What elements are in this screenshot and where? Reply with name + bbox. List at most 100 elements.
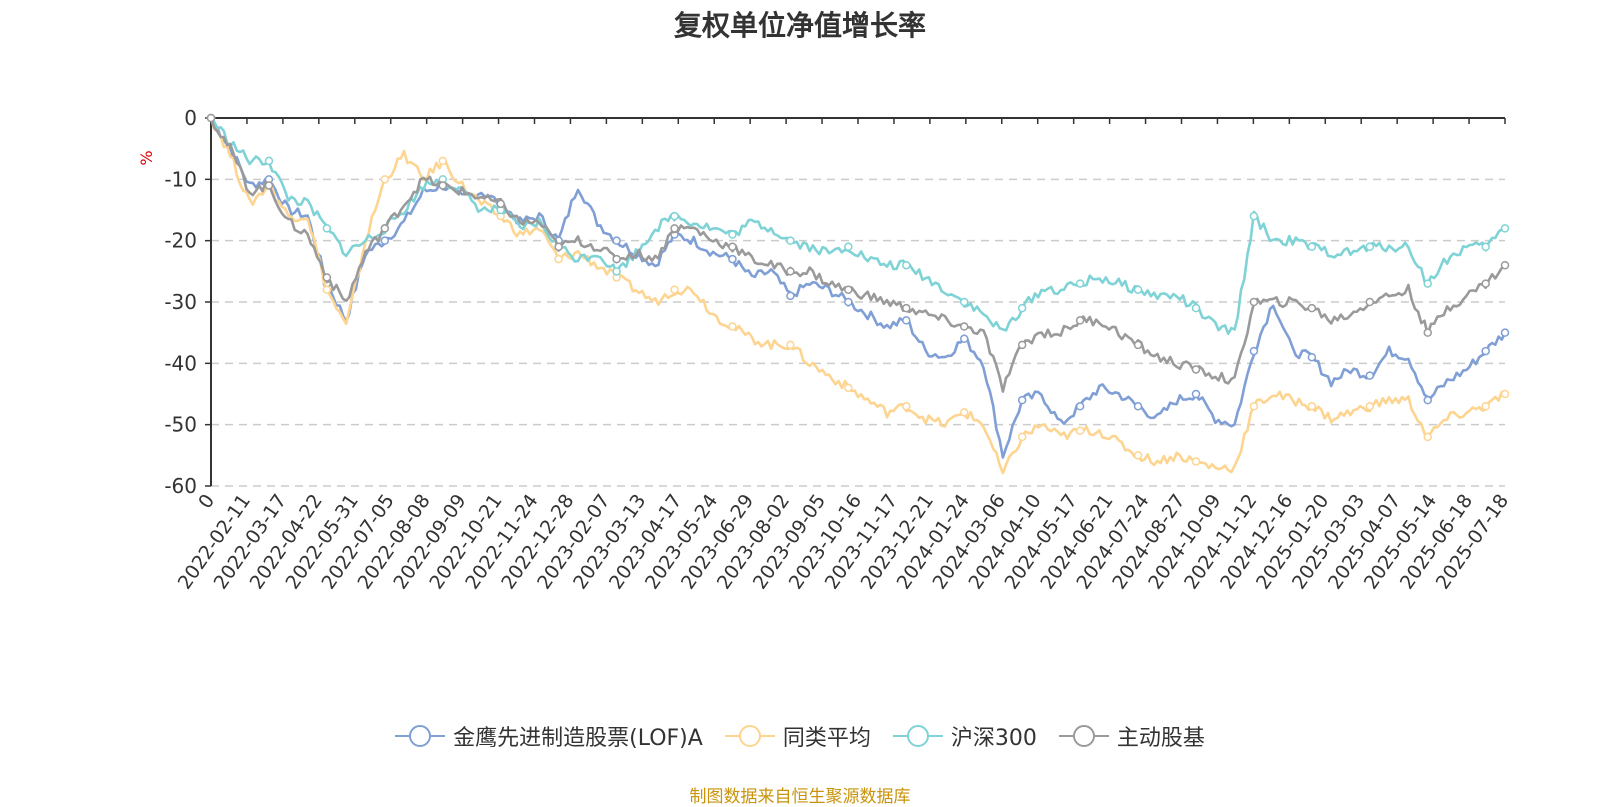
series-point	[1500, 389, 1510, 399]
series-point	[1191, 303, 1201, 313]
series-point	[322, 285, 332, 294]
chart-title: 复权单位净值增长率	[673, 9, 926, 42]
series-point	[322, 224, 332, 233]
y-tick-label: -30	[164, 290, 197, 314]
series-point	[1500, 328, 1510, 337]
legend: 金鹰先进制造股票(LOF)A 同类平均 沪深300 主动股基	[0, 720, 1600, 752]
legend-item[interactable]: 同类平均	[724, 720, 871, 752]
series-point	[1017, 432, 1027, 442]
series-point	[380, 175, 390, 184]
series-point	[1307, 352, 1317, 362]
legend-line-circle-icon	[395, 725, 446, 747]
series-point	[670, 211, 679, 221]
series-point	[1191, 457, 1201, 466]
legend-label: 沪深300	[950, 726, 1037, 751]
series-point	[728, 254, 737, 264]
series-point	[1423, 328, 1432, 337]
series-point	[1075, 316, 1085, 325]
series-point	[1423, 432, 1432, 442]
series-point	[1249, 297, 1259, 307]
axes	[205, 117, 1506, 487]
series-point	[1365, 371, 1375, 380]
series-point	[1500, 260, 1510, 270]
series-point	[1481, 242, 1490, 252]
legend-item[interactable]: 沪深300	[892, 720, 1037, 752]
legend-line-circle-icon	[724, 725, 775, 747]
legend-label: 主动股基	[1116, 726, 1205, 751]
series-point	[1500, 224, 1510, 233]
series-point	[612, 267, 621, 276]
series-point	[844, 242, 853, 252]
line-chart: 0-10-20-30-40-50-60%02022-02-112022-03-1…	[137, 106, 1513, 593]
series-point	[728, 322, 737, 331]
series-point	[264, 181, 274, 190]
series-point	[554, 254, 563, 264]
series-point	[1075, 279, 1085, 288]
series-point	[1365, 402, 1375, 411]
series-line	[209, 117, 1506, 393]
x-tick-label: 0	[194, 490, 219, 513]
series-point	[902, 260, 911, 270]
series-point	[902, 402, 911, 411]
series-point	[1017, 303, 1027, 313]
series-point	[959, 297, 969, 307]
series-point	[844, 297, 853, 307]
series-point	[380, 236, 390, 245]
series-point	[728, 242, 737, 252]
series-point	[554, 242, 563, 252]
series-point	[1307, 402, 1317, 411]
legend-label: 同类平均	[782, 726, 871, 751]
series-point	[902, 303, 911, 313]
series-point	[1423, 395, 1432, 405]
series-point	[1249, 402, 1259, 411]
series-point	[1481, 402, 1490, 411]
y-tick-label: 0	[184, 106, 197, 130]
series-point	[1075, 402, 1085, 411]
series-point	[264, 156, 274, 166]
series-point	[1017, 340, 1027, 350]
series-point	[786, 291, 795, 301]
series-point	[844, 285, 853, 294]
series-point	[1365, 242, 1375, 252]
series-point	[1133, 340, 1143, 350]
series-point	[786, 236, 795, 245]
series-line	[209, 117, 1507, 459]
series-point	[1017, 395, 1027, 405]
series-point	[959, 322, 969, 331]
y-tick-label: -50	[164, 413, 197, 437]
series-point	[1075, 426, 1085, 436]
y-tick-label: -40	[164, 351, 197, 375]
y-tick-label: -10	[164, 167, 197, 191]
series-point	[1249, 346, 1259, 356]
y-tick-label: -60	[164, 474, 197, 498]
series-point	[1249, 211, 1259, 221]
series-point	[380, 224, 390, 233]
series-point	[1191, 365, 1201, 374]
series-point	[902, 316, 911, 325]
series-lines	[206, 113, 1510, 475]
legend-line-circle-icon	[1058, 725, 1109, 747]
series-point	[438, 156, 448, 166]
legend-line-circle-icon	[892, 725, 943, 747]
legend-label: 金鹰先进制造股票(LOF)A	[453, 726, 703, 751]
series-point	[1307, 242, 1317, 252]
legend-item[interactable]: 主动股基	[1058, 720, 1205, 752]
y-axis-label: %	[137, 150, 156, 165]
y-tick-label: -20	[164, 229, 197, 253]
series-point	[206, 113, 216, 123]
series-point	[496, 199, 505, 209]
series-point	[844, 383, 853, 393]
series-point	[1365, 297, 1375, 307]
series-point	[1307, 303, 1317, 313]
legend-item[interactable]: 金鹰先进制造股票(LOF)A	[395, 720, 703, 752]
series-point	[670, 285, 679, 294]
series-point	[1133, 402, 1143, 411]
series-point	[612, 236, 621, 245]
series-point	[1191, 389, 1201, 399]
series-point	[1481, 346, 1490, 356]
series-point	[322, 273, 332, 282]
series-point	[1481, 279, 1490, 288]
series-point	[438, 181, 448, 190]
series-point	[728, 230, 737, 239]
series-point	[786, 340, 795, 350]
